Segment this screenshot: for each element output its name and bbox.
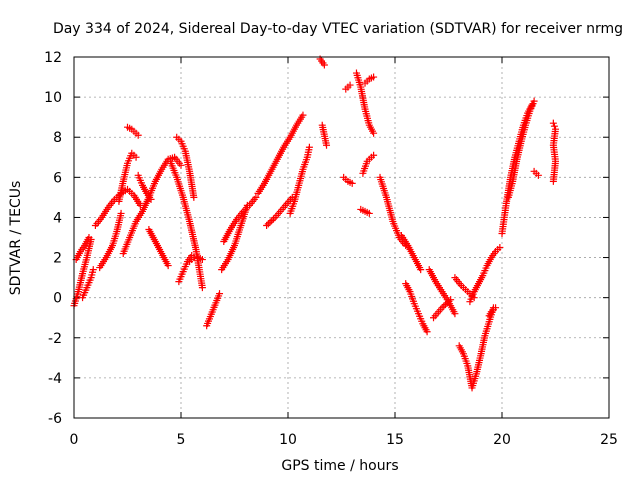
y-tick-label: 10 [44,90,62,106]
x-tick-label: 5 [177,432,186,448]
data-point [370,151,378,159]
data-marker [266,218,274,226]
y-tick-label: 8 [53,130,62,146]
x-axis-label: GPS time / hours [281,458,398,474]
x-tick-label: 10 [279,432,297,448]
y-tick-label: 2 [53,251,62,267]
data-point [346,81,354,89]
data-point [177,161,185,169]
data-point [496,244,504,252]
data-point [299,111,307,119]
data-point [190,193,198,201]
y-tick-label: 6 [53,170,62,186]
data-point [323,141,331,149]
data-point [530,97,538,105]
data-marker [550,122,558,130]
y-tick-label: 12 [44,50,62,66]
data-marker [442,300,450,308]
chart-title: Day 334 of 2024, Sidereal Day-to-day VTE… [53,21,623,37]
data-point [492,304,500,312]
data-point [320,61,328,69]
data-point [198,256,206,264]
data-marker [445,297,453,305]
data-marker [440,302,448,310]
data-point [117,209,125,217]
data-point [370,129,378,137]
data-point [365,209,373,217]
data-point [85,234,93,241]
data-point [438,304,446,312]
y-tick-label: 0 [53,291,62,307]
data-point [147,195,155,203]
data-point [348,179,356,187]
x-tick-label: 25 [600,432,618,448]
data-point [216,290,224,298]
data-marker [269,215,277,223]
y-tick-label: 4 [53,210,62,226]
x-tick-label: 15 [386,432,404,448]
data-point [370,73,378,81]
data-point [89,266,97,274]
data-point [305,143,313,151]
data-point [447,296,455,304]
tick-labels: 0 5 10 15 20 25 -6 -4 -2 0 2 4 6 8 10 12 [44,50,618,448]
data-point [164,262,172,270]
data-point [198,284,206,292]
y-tick-label: -6 [48,411,62,427]
data-marker [268,217,276,225]
data-point [252,193,260,201]
data-point [423,328,431,336]
data-point [549,119,557,127]
x-tick-label: 20 [493,432,511,448]
x-tick-label: 0 [70,432,79,448]
data-marker [443,299,451,307]
y-axis-label: SDTVAR / TECUs [8,181,24,296]
data-point [417,266,425,274]
y-tick-label: -2 [48,331,62,347]
data-marker [264,220,272,228]
data-point [534,171,542,179]
y-tick-label: -4 [48,371,62,387]
data-point [132,153,140,161]
data-points [70,55,559,392]
data-point [549,177,557,185]
plot-border [73,56,610,419]
data-point [263,221,271,229]
data-point [451,310,459,318]
data-point [134,131,142,139]
